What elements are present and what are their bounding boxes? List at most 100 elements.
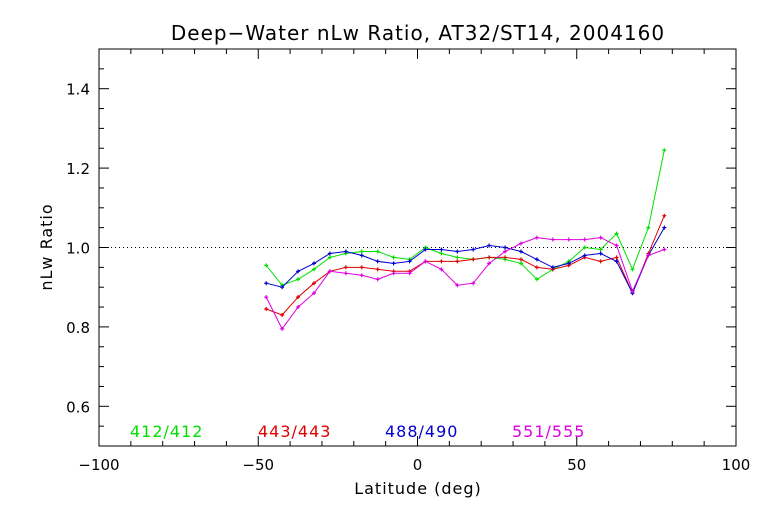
series-line-2 <box>266 227 665 295</box>
x-tick-label: −50 <box>242 456 274 474</box>
data-point <box>519 241 524 246</box>
data-point <box>327 255 332 260</box>
data-point <box>487 261 492 266</box>
x-tick-label: −100 <box>78 456 119 474</box>
y-tick-label: 1.4 <box>66 81 90 99</box>
data-point <box>550 237 555 242</box>
chart-title: Deep−Water nLw Ratio, AT32/ST14, 2004160 <box>171 21 665 45</box>
data-point <box>566 261 571 266</box>
data-point <box>391 271 396 276</box>
data-point <box>359 249 364 254</box>
data-point <box>327 269 332 274</box>
data-point <box>455 283 460 288</box>
data-point <box>550 265 555 270</box>
data-point <box>391 255 396 260</box>
data-point <box>630 267 635 272</box>
x-tick-label: 50 <box>567 456 586 474</box>
y-tick-label: 1.0 <box>66 240 90 258</box>
data-point <box>471 257 476 262</box>
data-point <box>662 247 667 252</box>
data-point <box>662 225 667 230</box>
data-point <box>582 237 587 242</box>
y-tick-label: 1.2 <box>66 160 90 178</box>
data-point <box>264 263 269 268</box>
data-point <box>503 249 508 254</box>
data-point <box>439 259 444 264</box>
data-point <box>359 253 364 258</box>
data-point <box>296 295 301 300</box>
data-point <box>343 265 348 270</box>
data-point <box>264 281 269 286</box>
data-point <box>375 267 380 272</box>
data-point <box>439 251 444 256</box>
data-point <box>582 245 587 250</box>
data-point <box>598 247 603 252</box>
data-point <box>534 257 539 262</box>
data-point <box>598 235 603 240</box>
data-point <box>407 271 412 276</box>
data-point <box>646 225 651 230</box>
data-point <box>296 277 301 282</box>
series-line-0 <box>265 150 665 286</box>
data-point <box>264 307 269 312</box>
data-point <box>296 305 301 310</box>
data-point <box>311 261 316 266</box>
data-point <box>614 259 619 264</box>
data-point <box>439 267 444 272</box>
legend: 412/412 443/443 488/490 551/555 <box>130 422 585 441</box>
data-point <box>614 231 619 236</box>
y-tick-label: 0.6 <box>66 398 90 416</box>
legend-entry-0: 412/412 <box>130 422 203 441</box>
data-point <box>423 259 428 264</box>
data-point <box>359 265 364 270</box>
series-line-1 <box>266 215 665 316</box>
data-point <box>487 255 492 260</box>
data-point <box>519 261 524 266</box>
data-point <box>439 247 444 252</box>
data-point <box>455 259 460 264</box>
data-point <box>423 247 428 252</box>
data-point <box>598 251 603 256</box>
data-point <box>391 261 396 266</box>
data-point <box>630 289 635 294</box>
legend-entry-3: 551/555 <box>512 422 585 441</box>
data-point <box>503 245 508 250</box>
data-point <box>343 249 348 254</box>
data-point <box>566 237 571 242</box>
data-point <box>375 259 380 264</box>
data-point <box>375 249 380 254</box>
data-point <box>359 273 364 278</box>
data-point <box>614 243 619 248</box>
data-point <box>296 269 301 274</box>
data-point <box>534 277 539 282</box>
data-point <box>407 259 412 264</box>
series-group <box>264 148 667 331</box>
data-point <box>519 257 524 262</box>
data-point <box>534 265 539 270</box>
data-point <box>343 271 348 276</box>
x-tick-label: 100 <box>722 456 751 474</box>
data-point <box>471 247 476 252</box>
data-point <box>280 285 285 290</box>
data-point <box>471 281 476 286</box>
x-tick-label: 0 <box>413 456 423 474</box>
data-point <box>455 249 460 254</box>
legend-entry-2: 488/490 <box>385 422 458 441</box>
data-point <box>662 213 667 218</box>
data-point <box>311 281 316 286</box>
data-point <box>280 312 285 317</box>
data-point <box>311 291 316 296</box>
y-axis-label: nLw Ratio <box>37 203 56 290</box>
data-point <box>503 255 508 260</box>
x-axis-label: Latitude (deg) <box>354 479 482 498</box>
data-point <box>280 326 285 331</box>
data-point <box>375 277 380 282</box>
data-point <box>311 267 316 272</box>
axis-ticks: −100 −50 0 50 100 0.6 0.8 1.0 1.2 1.4 <box>66 48 751 474</box>
data-point <box>534 235 539 240</box>
data-point <box>264 295 269 300</box>
legend-entry-1: 443/443 <box>258 422 331 441</box>
data-point <box>327 251 332 256</box>
y-tick-label: 0.8 <box>66 319 90 337</box>
